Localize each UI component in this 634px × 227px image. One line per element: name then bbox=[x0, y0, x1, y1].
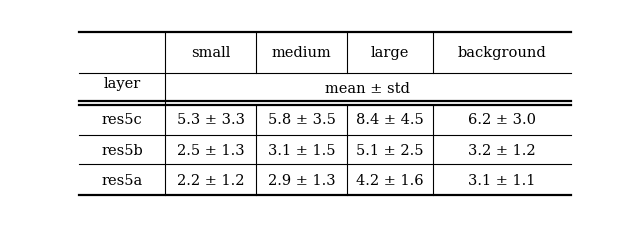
Text: small: small bbox=[191, 46, 230, 60]
Text: 8.4 ± 4.5: 8.4 ± 4.5 bbox=[356, 112, 424, 126]
Text: 2.2 ± 1.2: 2.2 ± 1.2 bbox=[177, 173, 245, 187]
Text: res5b: res5b bbox=[101, 143, 143, 157]
Text: mean ± std: mean ± std bbox=[325, 81, 410, 95]
Text: 2.9 ± 1.3: 2.9 ± 1.3 bbox=[268, 173, 335, 187]
Text: 5.1 ± 2.5: 5.1 ± 2.5 bbox=[356, 143, 424, 157]
Text: res5c: res5c bbox=[102, 112, 143, 126]
Text: background: background bbox=[458, 46, 546, 60]
Text: 5.3 ± 3.3: 5.3 ± 3.3 bbox=[177, 112, 245, 126]
Text: large: large bbox=[371, 46, 409, 60]
Text: 3.1 ± 1.5: 3.1 ± 1.5 bbox=[268, 143, 335, 157]
Text: medium: medium bbox=[272, 46, 332, 60]
Text: 3.1 ± 1.1: 3.1 ± 1.1 bbox=[468, 173, 536, 187]
Text: 2.5 ± 1.3: 2.5 ± 1.3 bbox=[177, 143, 245, 157]
Text: 4.2 ± 1.6: 4.2 ± 1.6 bbox=[356, 173, 424, 187]
Text: 3.2 ± 1.2: 3.2 ± 1.2 bbox=[468, 143, 536, 157]
Text: layer: layer bbox=[103, 76, 141, 90]
Text: 6.2 ± 3.0: 6.2 ± 3.0 bbox=[468, 112, 536, 126]
Text: 5.8 ± 3.5: 5.8 ± 3.5 bbox=[268, 112, 335, 126]
Text: res5a: res5a bbox=[101, 173, 143, 187]
